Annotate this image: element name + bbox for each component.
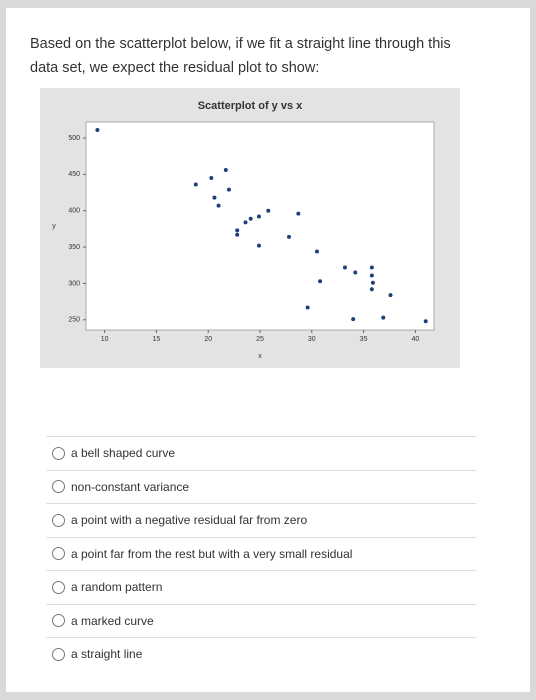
point [256, 243, 261, 248]
radio-button[interactable] [52, 513, 65, 527]
radio-button[interactable] [52, 580, 65, 594]
x-tick-label: 20 [204, 336, 212, 343]
point [216, 203, 221, 208]
option-label: a marked curve [71, 613, 154, 628]
option-label: a point with a negative residual far fro… [71, 513, 308, 528]
options: a bell shaped curve non-constant variance… [46, 436, 476, 671]
option[interactable]: a bell shaped curve [46, 436, 476, 470]
point [342, 265, 347, 270]
point [370, 280, 375, 285]
point [381, 315, 386, 320]
point [226, 187, 231, 192]
point [193, 182, 198, 187]
option[interactable]: a point far from the rest but with a ver… [46, 536, 476, 571]
point [314, 249, 319, 254]
point [248, 216, 253, 221]
y-axis-label: y [52, 223, 56, 230]
point [369, 273, 374, 278]
plot-area [85, 121, 435, 331]
y-tick-label: 400 [68, 208, 80, 215]
option-label: a random pattern [71, 580, 163, 595]
x-tick-label: 40 [411, 336, 419, 343]
point [235, 228, 240, 233]
y-tick-label: 500 [68, 135, 80, 142]
option-label: a bell shaped curve [71, 446, 176, 461]
point [212, 195, 217, 200]
option[interactable]: a straight line [46, 637, 476, 671]
point [296, 211, 301, 216]
option[interactable]: a random pattern [46, 570, 476, 604]
point [305, 305, 310, 310]
y-tick-label: 250 [68, 317, 80, 324]
radio-button[interactable] [52, 480, 65, 494]
x-tick-label: 10 [101, 336, 109, 343]
x-axis-label: x [258, 353, 262, 360]
x-tick-label: 15 [153, 336, 161, 343]
radio-button[interactable] [52, 647, 65, 661]
option[interactable]: non-constant variance [46, 469, 476, 504]
point [223, 168, 228, 172]
point [95, 128, 100, 132]
point [353, 270, 358, 275]
question-text: Based on the scatterplot below, if we fi… [30, 36, 451, 76]
option-label: a straight line [71, 647, 143, 662]
point [369, 287, 374, 292]
x-tick-label: 35 [360, 336, 368, 343]
radio-button[interactable] [52, 614, 65, 628]
point [256, 214, 261, 219]
y-tick-label: 450 [68, 171, 80, 178]
radio-button[interactable] [52, 547, 65, 561]
x-tick-label: 25 [256, 336, 264, 343]
option[interactable]: a marked curve [46, 603, 476, 638]
option[interactable]: a point with a negative residual far fro… [46, 503, 476, 537]
chart: Scatterplot of y vs x x y 10 15 20 25 30 35 40… [40, 88, 460, 368]
option-label: a point far from the rest but with a ver… [71, 546, 353, 561]
chart-title: Scatterplot of y vs x [198, 100, 303, 112]
point [287, 234, 291, 239]
option-label: non-constant variance [71, 479, 190, 494]
point [351, 317, 356, 322]
x-tick-label: 30 [308, 336, 316, 343]
radio-button[interactable] [52, 446, 65, 460]
y-tick-label: 300 [68, 280, 80, 287]
point [369, 265, 374, 270]
point [243, 220, 248, 225]
y-tick-label: 350 [68, 244, 80, 251]
point [423, 319, 428, 324]
point [388, 293, 393, 298]
point [209, 176, 214, 180]
point [266, 208, 271, 213]
point [235, 232, 240, 237]
question-card: Based on the scatterplot below, if we fi… [6, 8, 530, 692]
point [318, 279, 323, 284]
